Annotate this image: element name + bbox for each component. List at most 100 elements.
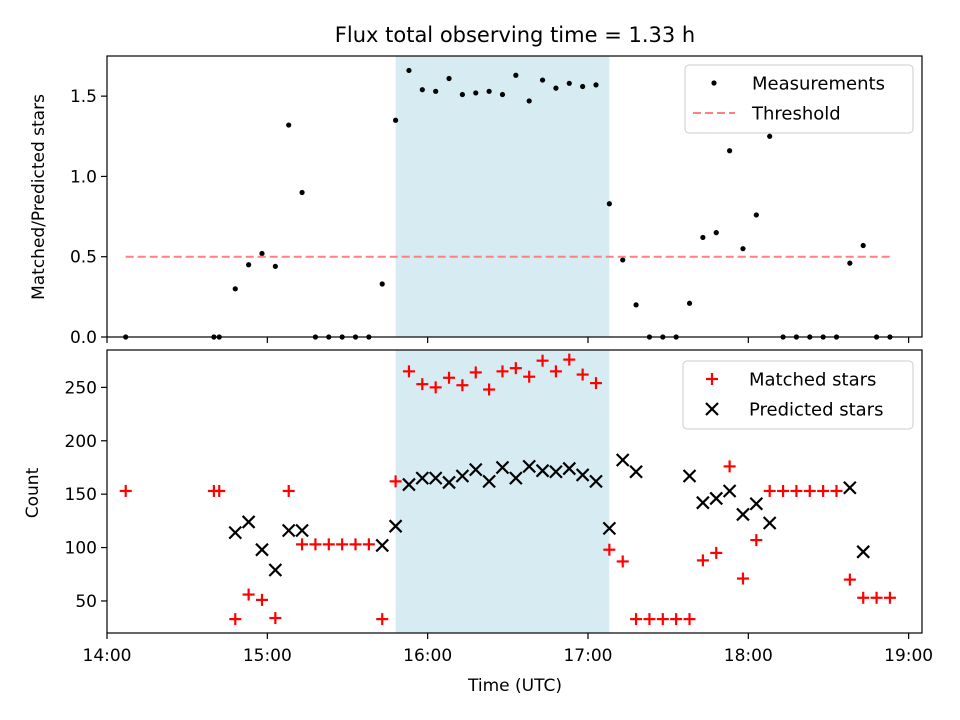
matched-point xyxy=(349,538,362,551)
matched-point xyxy=(643,613,656,626)
top-x-ticks xyxy=(106,337,910,343)
matched-point xyxy=(429,381,442,394)
matched-point xyxy=(376,613,389,626)
measurement-point xyxy=(406,67,412,74)
legend-predicted-marker xyxy=(705,402,719,416)
measurement-point xyxy=(740,246,746,252)
matched-point xyxy=(469,366,482,379)
predicted-point xyxy=(455,469,470,483)
bottom-shaded-region xyxy=(395,350,610,633)
matched-point xyxy=(119,484,132,497)
measurement-point xyxy=(392,117,399,123)
x-tick-label: 14:00 xyxy=(83,646,132,666)
predicted-point xyxy=(843,480,857,495)
y-tick-label: 250 xyxy=(65,378,97,398)
matched-point xyxy=(603,543,616,556)
predicted-point xyxy=(375,538,390,553)
measurement-point xyxy=(513,72,519,78)
x-tick-label: 16:00 xyxy=(403,646,452,666)
measurement-point xyxy=(379,281,385,287)
predicted-point xyxy=(549,464,563,479)
predicted-point xyxy=(709,491,724,506)
measurement-point xyxy=(459,91,465,98)
predicted-point xyxy=(509,471,523,485)
matched-point xyxy=(857,591,870,604)
matched-point xyxy=(803,484,816,497)
x-axis-label: Time (UTC) xyxy=(467,676,562,696)
matched-point xyxy=(496,365,509,378)
chart-title: Flux total observing time = 1.33 h xyxy=(335,23,695,47)
measurement-point xyxy=(526,98,532,104)
legend-threshold-label: Threshold xyxy=(751,104,841,125)
predicted-point xyxy=(629,464,643,479)
predicted-point xyxy=(295,523,309,538)
measurement-point xyxy=(246,262,252,268)
matched-point xyxy=(549,365,562,378)
matched-point xyxy=(443,371,456,384)
measurement-point xyxy=(633,302,639,308)
matched-point xyxy=(456,379,469,392)
predicted-point xyxy=(602,521,617,536)
measurement-point xyxy=(580,83,586,90)
measurement-point xyxy=(446,75,452,82)
bottom-legend: Matched stars Predicted stars xyxy=(682,360,914,430)
predicted-point xyxy=(241,515,256,529)
measurement-point xyxy=(606,201,612,207)
predicted-point xyxy=(428,471,443,485)
predicted-point xyxy=(749,497,764,511)
measurement-point xyxy=(700,234,706,241)
predicted-point xyxy=(495,460,510,475)
y-tick-label: 0.0 xyxy=(70,328,97,348)
predicted-point xyxy=(589,474,603,489)
predicted-point xyxy=(696,495,710,510)
predicted-point xyxy=(228,525,243,540)
matched-point xyxy=(670,613,683,626)
matched-point xyxy=(777,484,790,497)
y-tick-label: 200 xyxy=(65,432,97,452)
matched-point xyxy=(483,383,496,396)
matched-point xyxy=(723,460,736,473)
legend-measurements-label: Measurements xyxy=(752,74,885,95)
matched-point xyxy=(656,613,669,626)
measurement-point xyxy=(272,263,278,269)
x-tick-label: 18:00 xyxy=(724,646,773,666)
matched-point xyxy=(322,538,335,551)
x-tick-label: 15:00 xyxy=(243,646,292,666)
bottom-y-ticks: 50 100 150 200 250 xyxy=(65,378,107,612)
top-plot-frame xyxy=(106,55,923,338)
matched-point xyxy=(763,484,776,497)
measurement-point xyxy=(419,87,425,93)
matched-point xyxy=(790,484,803,497)
predicted-point xyxy=(388,519,403,533)
matched-point xyxy=(817,484,830,497)
matched-point xyxy=(870,591,883,604)
matched-point xyxy=(576,368,589,381)
legend-measurements-marker xyxy=(711,80,717,86)
predicted-point xyxy=(281,523,296,538)
matched-point xyxy=(683,613,696,626)
matched-point xyxy=(750,534,763,547)
measurement-point xyxy=(539,77,546,83)
matched-point xyxy=(509,362,522,375)
measurement-point xyxy=(499,91,506,98)
matched-point xyxy=(269,612,282,625)
predicted-point xyxy=(468,462,483,477)
matched-point xyxy=(416,378,429,391)
measurement-point xyxy=(299,189,305,196)
matched-point xyxy=(523,370,536,383)
matched-point xyxy=(213,484,226,497)
matched-point xyxy=(736,572,749,585)
measurement-point xyxy=(259,250,265,257)
measurement-point xyxy=(713,230,719,236)
matched-point xyxy=(309,538,322,551)
matched-point xyxy=(336,538,349,551)
matched-point xyxy=(402,365,415,378)
predicted-point xyxy=(722,484,737,498)
predicted-point xyxy=(442,475,456,490)
predicted-point xyxy=(736,507,750,522)
matched-point xyxy=(616,555,629,568)
matched-point xyxy=(242,588,255,601)
measurement-point xyxy=(486,88,492,94)
predicted-point xyxy=(562,461,577,476)
bottom-y-axis-label: Count xyxy=(23,467,43,518)
